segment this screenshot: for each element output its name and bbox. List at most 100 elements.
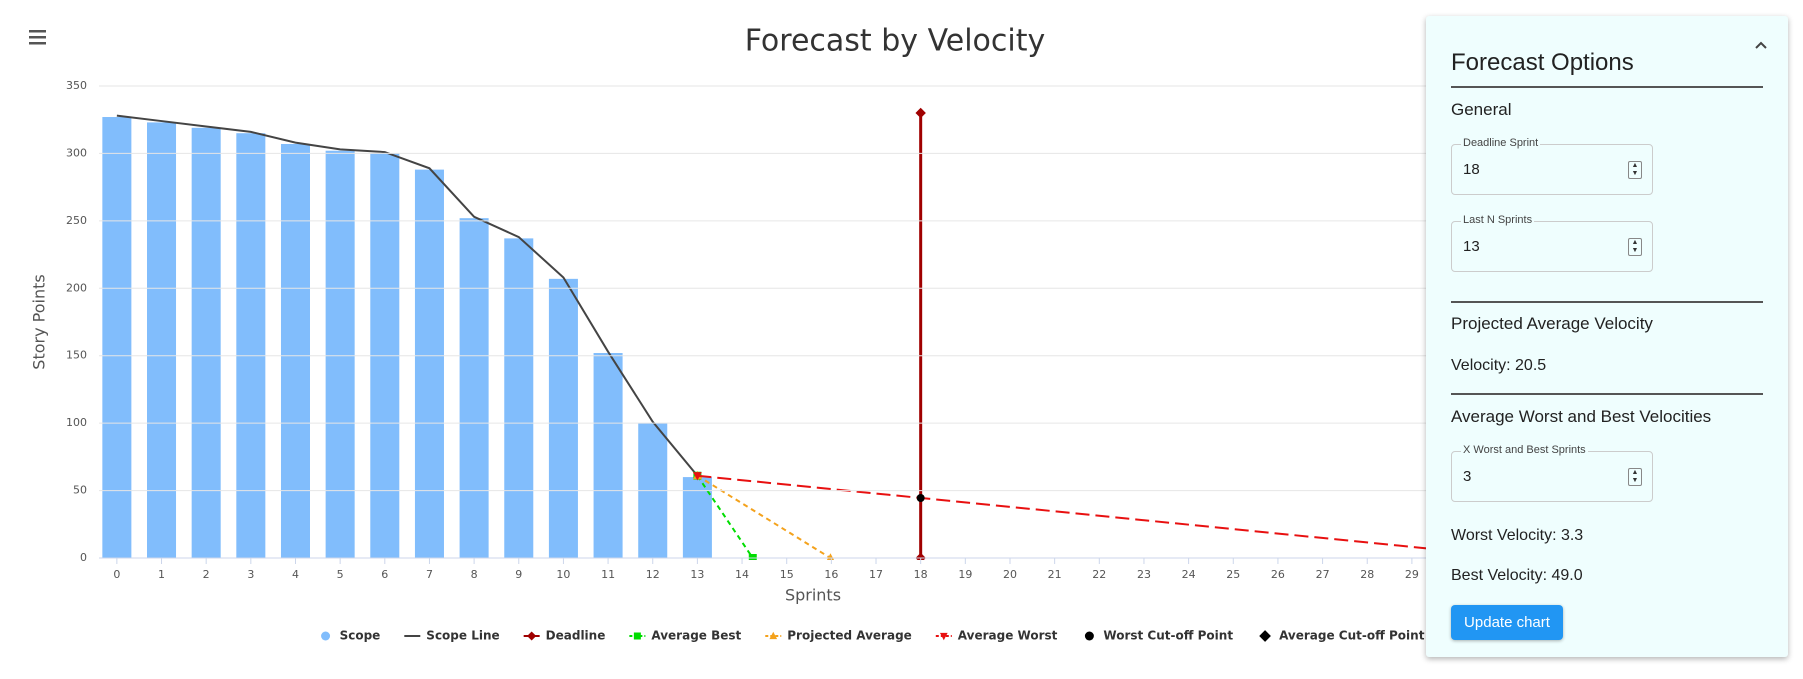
best-velocity: Best Velocity: 49.0 — [1451, 567, 1583, 584]
bar — [325, 150, 355, 558]
x-tick-label: 29 — [1405, 568, 1419, 581]
marker — [527, 631, 537, 641]
x-tick-label: 4 — [292, 568, 299, 581]
bar — [280, 143, 311, 558]
x-tick-label: 1 — [158, 568, 165, 581]
bar — [236, 133, 266, 558]
y-axis-label: Story Points — [30, 274, 49, 369]
section-heading: General — [1451, 100, 1512, 119]
legend: Scope Scope Line Deadline Average Best Proje… — [321, 629, 1591, 643]
y-tick-label: 200 — [66, 281, 87, 294]
x-tick-label: 21 — [1048, 568, 1062, 581]
y-tick-label: 250 — [66, 214, 87, 227]
y-tick-label: 350 — [66, 79, 87, 92]
section-heading: Average Worst and Best Velocities — [1451, 407, 1712, 426]
marker — [826, 553, 835, 560]
velocity-text: Velocity: 20.5 — [1451, 357, 1547, 374]
deadline-input[interactable]: Deadline Sprint 18 ▲ ▼ — [1451, 137, 1653, 195]
x-tick-label: 2 — [203, 568, 210, 581]
x-tick-label: 11 — [601, 568, 615, 581]
legend-label: Scope Line — [426, 629, 499, 643]
collapse-icon[interactable] — [1754, 38, 1768, 52]
x-tick-label: 23 — [1137, 568, 1151, 581]
input-value: 13 — [1463, 238, 1480, 255]
x-tick-label: 25 — [1226, 568, 1240, 581]
input-label: X Worst and Best Sprints — [1461, 444, 1588, 456]
bar — [191, 127, 221, 558]
bar — [102, 117, 132, 558]
x-tick-label: 17 — [869, 568, 883, 581]
marker — [748, 554, 757, 560]
input-value: 3 — [1463, 468, 1472, 485]
options-panel: Forecast Options General Deadline Sprint… — [1426, 16, 1788, 657]
x-tick-label: 14 — [735, 568, 749, 581]
worst-velocity: Worst Velocity: 3.3 — [1451, 527, 1584, 544]
plot-area — [102, 107, 1528, 560]
divider — [1451, 301, 1763, 303]
x-tick-label: 15 — [780, 568, 794, 581]
x-tick-label: 26 — [1271, 568, 1285, 581]
x-tick-label: 7 — [426, 568, 433, 581]
x-tick-label: 0 — [113, 568, 120, 581]
bar — [147, 122, 177, 558]
spinner[interactable]: ▲ ▼ — [1628, 238, 1642, 256]
x-tick-label: 3 — [247, 568, 254, 581]
marker — [1259, 630, 1271, 642]
legend-label: Average Cut-off Point — [1279, 629, 1425, 643]
x-tick-label: 10 — [556, 568, 570, 581]
x-tick-label: 28 — [1360, 568, 1374, 581]
marker — [1084, 631, 1094, 641]
x-tick-label: 27 — [1316, 568, 1330, 581]
x-tick-label: 9 — [515, 568, 522, 581]
legend-label: Deadline — [546, 629, 606, 643]
legend-label: Average Worst — [958, 629, 1058, 643]
update-button[interactable]: Update chart — [1451, 605, 1563, 640]
x-tick-label: 18 — [914, 568, 928, 581]
chart-title: Forecast by Velocity — [745, 24, 1046, 59]
marker — [321, 631, 331, 641]
series-line — [116, 114, 699, 477]
series-line — [696, 475, 754, 559]
x-tick-label: 19 — [958, 568, 972, 581]
section-heading: Projected Average Velocity — [1451, 314, 1653, 333]
x-tick-label: 24 — [1182, 568, 1196, 581]
x-tick-label: 12 — [646, 568, 660, 581]
marker — [939, 632, 948, 641]
x-axis-label: Sprints — [785, 586, 841, 605]
x-tick-label: 8 — [471, 568, 478, 581]
y-tick-label: 300 — [66, 146, 87, 159]
bar — [459, 218, 489, 558]
series-line — [697, 474, 1524, 559]
y-tick-label: 0 — [80, 551, 87, 564]
bar — [682, 477, 712, 558]
x-tick-label: 20 — [1003, 568, 1017, 581]
legend-label: Projected Average — [787, 629, 912, 643]
series-line — [696, 474, 831, 559]
x-input[interactable]: X Worst and Best Sprints 3 ▲ ▼ — [1451, 444, 1653, 502]
bar — [548, 278, 578, 558]
marker — [915, 107, 926, 119]
marker — [769, 631, 778, 640]
x-tick-label: 22 — [1092, 568, 1106, 581]
y-tick-label: 50 — [73, 484, 87, 497]
spinner[interactable]: ▲ ▼ — [1628, 161, 1642, 179]
marker — [916, 493, 925, 502]
y-tick-label: 100 — [66, 416, 87, 429]
panel-title: Forecast Options — [1451, 49, 1634, 76]
bar — [414, 169, 444, 558]
spinner[interactable]: ▲ ▼ — [1628, 468, 1642, 486]
menu-icon[interactable] — [29, 30, 46, 45]
last-n-input[interactable]: Last N Sprints 13 ▲ ▼ — [1451, 214, 1653, 272]
legend-label: Average Best — [651, 629, 741, 643]
input-value: 18 — [1463, 161, 1480, 178]
bar — [593, 353, 623, 558]
x-tick-label: 6 — [381, 568, 388, 581]
bar — [504, 238, 534, 559]
x-tick-label: 5 — [337, 568, 344, 581]
y-tick-label: 150 — [66, 349, 87, 362]
marker — [633, 632, 641, 640]
divider — [1451, 86, 1763, 88]
legend-label: Worst Cut-off Point — [1103, 629, 1233, 643]
marker — [692, 472, 702, 481]
